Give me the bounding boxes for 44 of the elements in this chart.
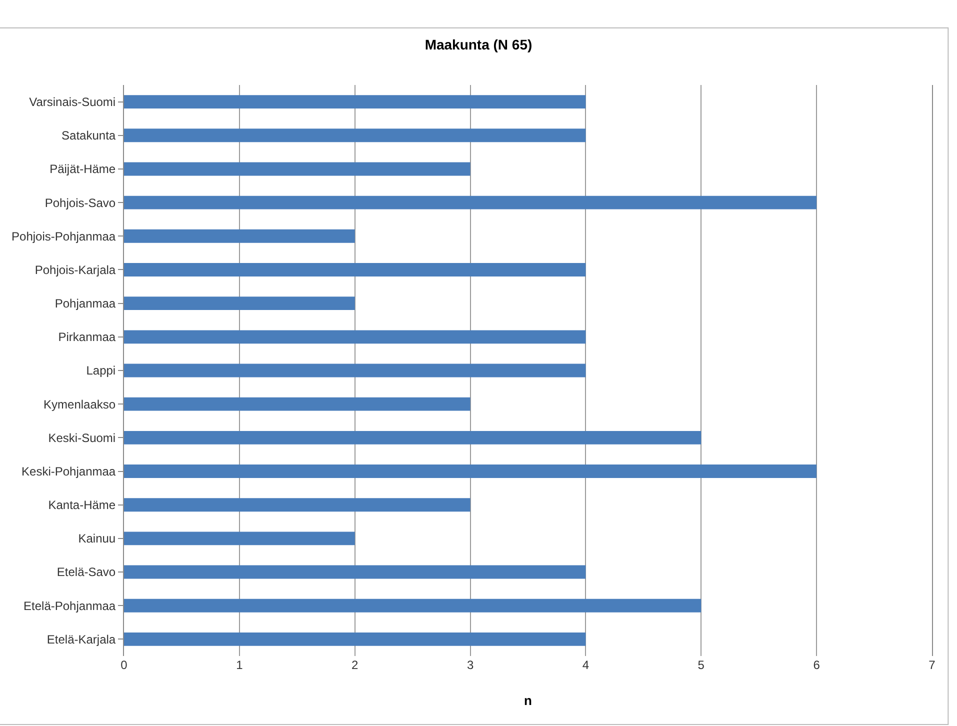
bar — [124, 128, 586, 142]
x-tick-label: 5 — [698, 658, 705, 672]
y-tick-label: Pirkanmaa — [58, 330, 116, 344]
bar — [124, 397, 470, 411]
bar — [124, 430, 702, 444]
y-tick-label: Kainuu — [78, 532, 116, 546]
chart-title: Maakunta (N 65) — [424, 36, 532, 53]
y-tick-label: Etelä-Karjala — [46, 632, 116, 646]
bar — [124, 598, 702, 612]
x-tick-label: 4 — [582, 658, 590, 672]
y-tick-label: Etelä-Savo — [56, 565, 116, 580]
y-tick-label: Kanta-Häme — [48, 498, 116, 512]
x-tick-label: 1 — [236, 658, 244, 672]
x-tick-label: 3 — [466, 658, 474, 672]
y-tick-label: Pohjois-Savo — [44, 196, 116, 210]
x-tick-label: 0 — [120, 658, 128, 672]
bar — [124, 464, 817, 478]
x-tick-label: 6 — [813, 658, 820, 672]
y-tick-label: Keski-Suomi — [48, 430, 116, 445]
y-tick-label: Etelä-Pohjanmaa — [24, 598, 116, 613]
y-tick-label: Satakunta — [62, 128, 116, 143]
y-tick-label: Kymenlaakso — [44, 397, 116, 412]
y-tick-label: Pohjois-Pohjanmaa — [12, 229, 116, 244]
bar — [124, 565, 586, 579]
x-axis-title: n — [524, 693, 532, 708]
bar — [124, 229, 355, 243]
y-tick-label: Varsinais-Suomi — [29, 94, 116, 109]
y-tick-label: Keski-Pohjanmaa — [22, 464, 116, 478]
y-tick-label: Päijät-Häme — [50, 162, 116, 176]
y-tick-label: Pohjanmaa — [54, 296, 116, 311]
bar — [124, 162, 470, 176]
bar — [124, 95, 586, 109]
bar — [124, 196, 817, 210]
y-tick-label: Pohjois-Karjala — [34, 262, 116, 277]
x-tick-label: 7 — [928, 658, 936, 672]
bar — [124, 364, 586, 378]
bar — [124, 632, 586, 646]
bar — [124, 498, 470, 512]
bar — [124, 330, 586, 344]
bar — [124, 532, 355, 546]
y-tick-label: Lappi — [86, 364, 116, 378]
x-tick-label: 2 — [352, 658, 359, 672]
bar — [124, 296, 355, 310]
bar — [124, 263, 586, 276]
